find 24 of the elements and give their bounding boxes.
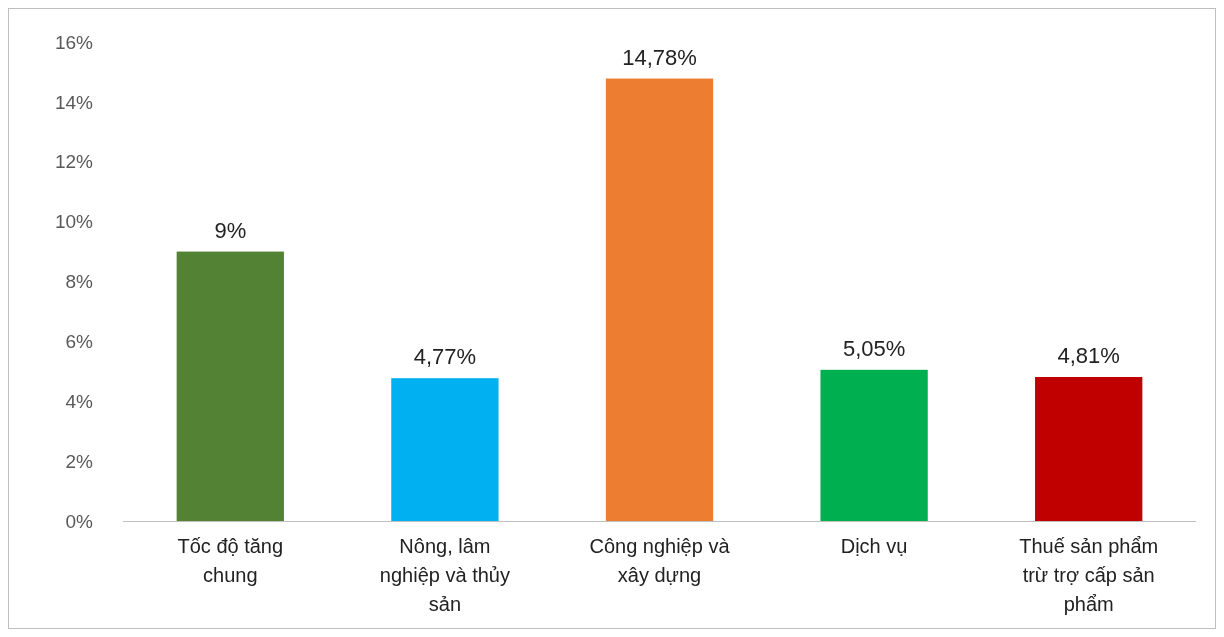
y-tick-label: 12% [54, 151, 94, 173]
bar [605, 78, 714, 521]
y-tick-label: 4% [65, 390, 94, 412]
x-tick-label: Thuế sản phẩm trừ trợ cấp sản phẩm [1019, 535, 1159, 615]
x-tick-label: Tốc độ tăng chung [177, 535, 284, 586]
y-tick-label: 8% [65, 271, 94, 293]
bar [1035, 377, 1143, 521]
y-tick-label: 10% [54, 211, 94, 233]
data-label: 4,81% [1057, 343, 1120, 368]
data-label: 5,05% [842, 335, 906, 361]
x-tick-label: Nông, lâm nghiệp và thủy sản [379, 535, 510, 615]
bar [391, 378, 499, 521]
y-tick-label: 2% [65, 450, 94, 472]
bar [176, 251, 284, 521]
y-tick-label: 16% [54, 31, 94, 53]
data-label: 4,77% [413, 344, 477, 370]
y-tick-label: 6% [65, 331, 94, 353]
y-tick-label: 0% [65, 510, 94, 532]
x-tick-label: Công nghiệp và xây dựng [589, 535, 731, 586]
x-tick-label: Dịch vụ [840, 535, 908, 557]
bar [820, 369, 928, 521]
data-label: 9% [214, 217, 247, 243]
data-label: 14,78% [622, 44, 697, 70]
y-tick-label: 14% [54, 91, 94, 113]
